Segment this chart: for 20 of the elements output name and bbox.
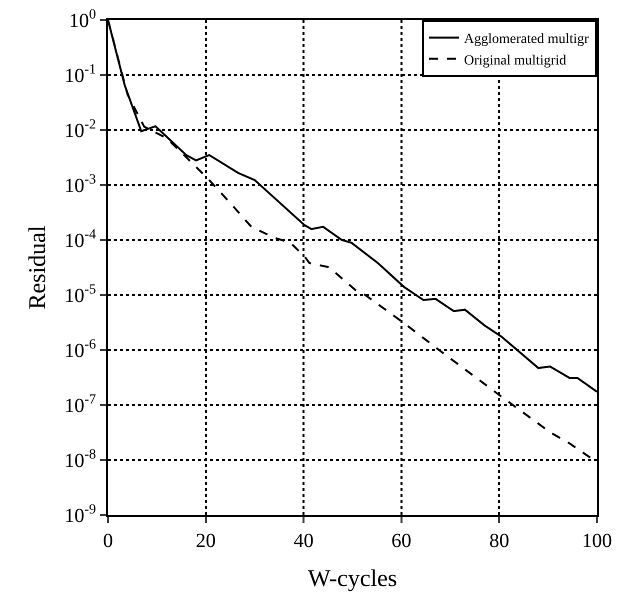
y-tick-label: 10$^{-3}$ — [64, 172, 96, 197]
y-tick-label: 10$^{0}$ — [69, 8, 96, 32]
y-tick-label: 10$^{-2}$ — [64, 118, 96, 142]
y-tick-label: 10$^{-7}$ — [64, 392, 96, 417]
y-tick-label: 10$^{-9}$ — [64, 502, 96, 527]
y-tick-label: 10$^{-8}$ — [64, 448, 96, 472]
legend-label: Original multigrid — [464, 53, 566, 68]
legend-label: Agglomerated multigr — [464, 32, 590, 48]
x-tick-label: 60 — [391, 530, 412, 552]
y-tick-label: 10$^{-1}$ — [64, 62, 96, 87]
x-tick-label: 80 — [489, 530, 510, 552]
x-tick-label: 40 — [294, 530, 314, 552]
y-tick-label: 10$^{-5}$ — [64, 282, 96, 307]
x-axis-title: W-cycles — [308, 566, 398, 592]
y-tick-label: 10$^{-6}$ — [64, 338, 96, 362]
x-tick-label: 20 — [196, 530, 216, 552]
x-tick-label: 100 — [582, 530, 612, 552]
x-tick-label: 0 — [103, 530, 113, 552]
y-axis-title: Residual — [24, 225, 51, 310]
y-tick-label: 10$^{-4}$ — [64, 228, 96, 252]
